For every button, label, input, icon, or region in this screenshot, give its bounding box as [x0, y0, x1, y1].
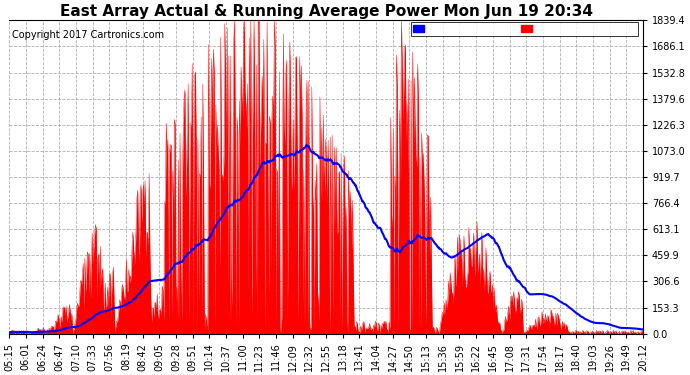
Legend: Average  (DC Watts), East Array  (DC Watts): Average (DC Watts), East Array (DC Watts… [411, 22, 638, 36]
Title: East Array Actual & Running Average Power Mon Jun 19 20:34: East Array Actual & Running Average Powe… [59, 4, 593, 19]
Text: Copyright 2017 Cartronics.com: Copyright 2017 Cartronics.com [12, 30, 164, 40]
